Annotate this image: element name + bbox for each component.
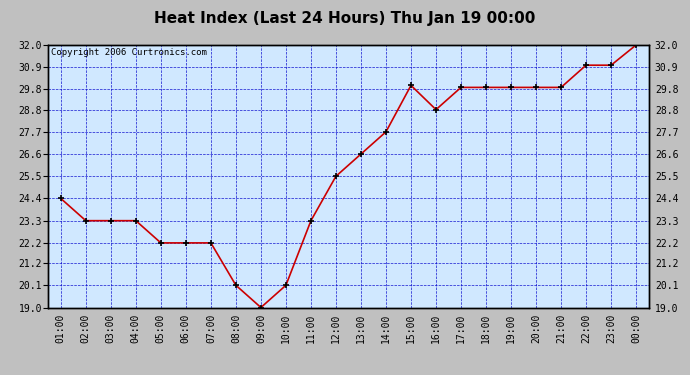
Text: Heat Index (Last 24 Hours) Thu Jan 19 00:00: Heat Index (Last 24 Hours) Thu Jan 19 00… — [155, 11, 535, 26]
Text: Copyright 2006 Curtronics.com: Copyright 2006 Curtronics.com — [51, 48, 207, 57]
